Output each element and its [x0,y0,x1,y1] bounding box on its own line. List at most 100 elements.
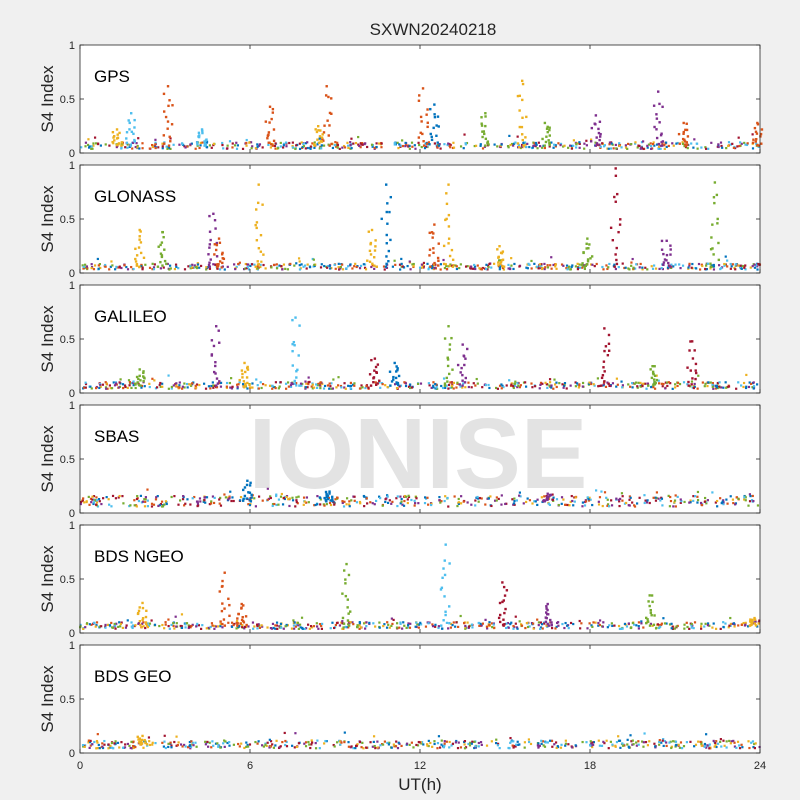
data-point [509,741,512,744]
data-point [349,381,352,384]
peak-max-point [240,602,243,606]
data-point [631,739,634,742]
peak-point [653,614,656,617]
peak-point [144,621,148,624]
data-point [661,267,664,271]
peak-point [138,606,141,609]
data-point [541,627,544,630]
peak-point [749,620,752,623]
data-point [455,386,458,389]
data-point [395,626,399,629]
data-point [534,500,537,503]
data-point [445,384,448,387]
peak-point [165,262,168,266]
data-point [336,146,339,149]
data-point [572,139,575,142]
data-point [306,146,309,150]
data-point [539,264,542,267]
data-point [236,619,239,623]
data-point [658,382,661,385]
data-point [696,490,700,494]
peak-point [240,606,243,609]
data-point [124,146,127,149]
data-point [432,381,435,384]
data-point [217,625,220,628]
data-point [663,622,667,625]
data-point [610,622,613,625]
data-point [667,144,670,148]
peak-point [246,366,249,370]
peak-points [134,167,721,268]
data-point [512,624,515,628]
data-point [524,143,527,146]
data-point [514,622,517,625]
peak-point [669,248,672,251]
data-point [274,624,277,627]
data-point [655,491,659,494]
data-point [262,745,266,748]
peak-point [499,260,503,264]
data-point [169,147,172,151]
data-point [245,267,248,270]
peak-point [448,254,452,258]
data-point [438,499,441,502]
peak-point [138,238,141,241]
peak-max-point [546,602,549,606]
data-point [650,385,653,389]
data-point [99,144,102,147]
data-point [91,498,94,501]
peak-point [396,367,399,370]
data-point [269,496,272,500]
data-point [268,141,272,144]
data-point [549,264,552,267]
data-point [665,622,668,625]
y-tick-label: 0.5 [60,214,75,226]
peak-points [241,479,553,503]
peak-point [432,251,435,255]
data-point [651,142,655,146]
data-point [237,742,240,746]
data-point [605,496,608,499]
data-point [352,142,355,145]
peak-point [116,136,120,139]
data-point [488,621,491,624]
data-point [562,386,565,389]
data-point [512,502,516,505]
peak-point [686,143,689,147]
data-point [542,144,545,147]
data-point [685,621,688,624]
data-point [666,266,670,269]
data-point [452,381,456,384]
data-point [591,625,594,628]
data-point [451,742,455,745]
data-point [210,622,214,625]
peak-point [373,249,377,252]
data-point [387,623,390,626]
data-point [631,743,634,746]
peak-point [548,141,551,145]
peak-point [586,260,590,263]
data-point [700,627,703,630]
data-point [487,383,490,387]
data-point [251,145,254,148]
data-point [276,627,279,630]
peak-point [448,621,451,625]
data-point [689,740,692,743]
peak-point [370,358,373,362]
data-point [711,626,714,629]
peak-point [484,144,487,147]
data-point [522,141,525,145]
data-point [572,144,575,147]
data-point [742,385,745,389]
peak-point [589,257,592,260]
data-point [99,384,102,387]
data-point [553,378,556,381]
data-point [550,739,554,743]
data-point [324,739,327,743]
data-point [618,739,622,742]
data-point [591,745,594,749]
data-point [574,381,577,384]
peak-point [134,257,137,261]
data-point [347,144,350,147]
data-point [360,746,363,749]
